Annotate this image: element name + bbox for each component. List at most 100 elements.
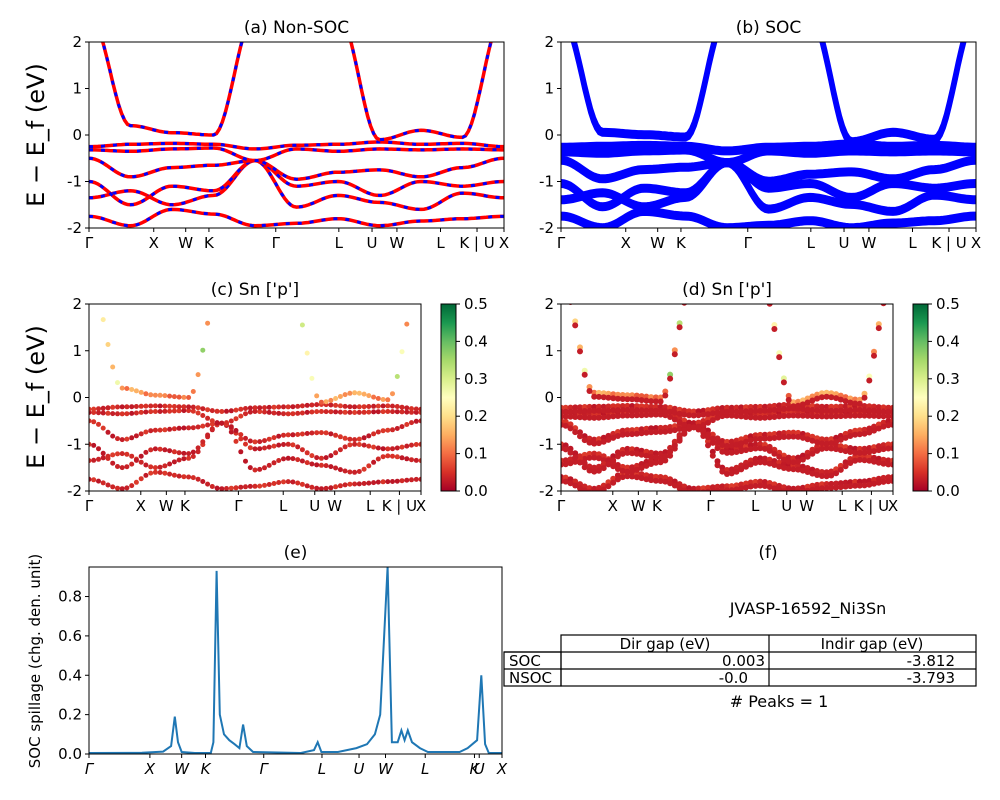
- band-5-point-split: [733, 408, 740, 415]
- band-0-point: [281, 479, 286, 485]
- band-2-point: [157, 446, 163, 452]
- band-6-point-split: [771, 326, 778, 332]
- band-2-point: [171, 449, 177, 455]
- band-2-point-split: [885, 445, 892, 452]
- band-0-point-split: [800, 488, 806, 491]
- colorbar-d-gradient: [912, 303, 929, 492]
- band-5-point-split: [809, 406, 816, 413]
- band-6-point: [96, 295, 101, 300]
- band-2-point: [247, 445, 253, 451]
- band-2-point: [129, 461, 135, 467]
- band-3-line-split: [561, 159, 976, 186]
- band-0-point-split: [804, 487, 811, 491]
- band-4-point-split: [629, 412, 636, 419]
- band-0-point-split: [747, 483, 754, 490]
- band-3-point: [205, 422, 211, 428]
- band-6-point-split: [785, 396, 792, 403]
- band-2-point: [413, 442, 419, 447]
- band-5-point-split: [885, 408, 892, 415]
- y-tick-label-0-4: 0.4: [58, 666, 82, 684]
- band-6-point: [190, 389, 196, 394]
- band-5-point: [233, 407, 239, 413]
- band-0-point: [162, 470, 168, 476]
- band-5-point-split: [662, 408, 669, 415]
- band-1-point-split: [847, 460, 854, 466]
- x-tick-label-l: L: [279, 497, 288, 515]
- band-5-point: [129, 404, 135, 410]
- band-0-point: [138, 476, 144, 482]
- band-5-point: [205, 407, 211, 413]
- band-0-point: [195, 476, 201, 482]
- band-4-point-split: [567, 413, 574, 420]
- band-3-point-split: [780, 434, 787, 440]
- band-4-point-split: [833, 413, 840, 420]
- colorbar-tick-label-0-5: 0.5: [936, 295, 960, 313]
- band-6-point: [394, 374, 400, 379]
- band-2-point-split: [572, 454, 579, 461]
- band-6-point: [200, 347, 206, 353]
- band-5-point: [89, 406, 92, 412]
- y-tick-label-2: 2: [72, 295, 82, 313]
- band-0-point: [785, 485, 792, 491]
- band-4-point: [328, 409, 334, 415]
- band-2-point-split: [880, 446, 887, 453]
- band-2-point: [143, 449, 149, 455]
- band-4-point: [276, 410, 282, 416]
- band-3-point: [371, 431, 377, 437]
- band-0-point-split: [586, 489, 593, 491]
- band-5-point-split: [871, 407, 877, 414]
- band-4-point-split: [705, 419, 711, 426]
- band-2-point-split: [733, 449, 740, 455]
- band-3-point: [91, 419, 97, 425]
- band-1-point: [152, 465, 158, 471]
- band-0-point-split: [880, 478, 887, 485]
- band-5-point: [105, 405, 111, 411]
- band-2-point-split: [652, 454, 659, 461]
- band-0-point: [591, 485, 598, 491]
- band-3-point: [323, 430, 329, 436]
- band-3-point: [295, 432, 301, 437]
- band-6-point: [133, 388, 139, 394]
- panel-a-title: (a) Non-SOC: [244, 18, 349, 38]
- band-6-point-split: [885, 283, 891, 289]
- band-3-point: [262, 438, 267, 444]
- band-4-point: [228, 418, 234, 424]
- band-6-point-split: [776, 354, 783, 361]
- x-tick-label--: Γ: [744, 234, 753, 252]
- band-4-point: [129, 410, 135, 416]
- band-5-point-split: [614, 407, 621, 414]
- band-4-line-split: [561, 149, 976, 168]
- band-3-point-split: [562, 422, 569, 429]
- band-6-point: [890, 273, 896, 279]
- band-6-point-split: [828, 394, 835, 401]
- band-6-line: [571, 42, 966, 143]
- band-3-point-split: [752, 436, 759, 443]
- band-0-point: [323, 485, 329, 491]
- band-3-point-split: [733, 441, 740, 448]
- y-tick-label-0: 0: [72, 126, 82, 144]
- band-2-point: [356, 442, 362, 447]
- band-0-point-split: [780, 488, 787, 491]
- band-2-point: [138, 453, 144, 459]
- y-tick-label--2: -2: [67, 219, 82, 237]
- band-2-point: [347, 442, 353, 448]
- panel-e-soc-spillage: (e) SOC spillage (chg. den. unit) 0.0 0.2 0.…: [26, 543, 508, 778]
- band-0-point: [200, 479, 206, 484]
- band-6-line: [100, 42, 493, 142]
- band-3-point: [276, 433, 282, 439]
- band-6-point-split: [856, 400, 863, 407]
- band-0-point: [390, 479, 395, 484]
- band-1-point: [394, 454, 400, 460]
- band-5-point-split: [837, 407, 844, 414]
- band-5-point-split: [728, 408, 735, 415]
- band-1-point: [399, 455, 405, 461]
- band-2-point-split: [847, 449, 854, 455]
- band-5-point: [195, 405, 201, 411]
- x-tick-label-x: X: [499, 234, 509, 252]
- band-4-point: [375, 409, 381, 415]
- band-0-point: [110, 484, 116, 490]
- band-4-point: [309, 409, 315, 415]
- band-0-point: [795, 485, 802, 491]
- band-6-point: [563, 279, 569, 285]
- band-3-point-split: [591, 440, 598, 447]
